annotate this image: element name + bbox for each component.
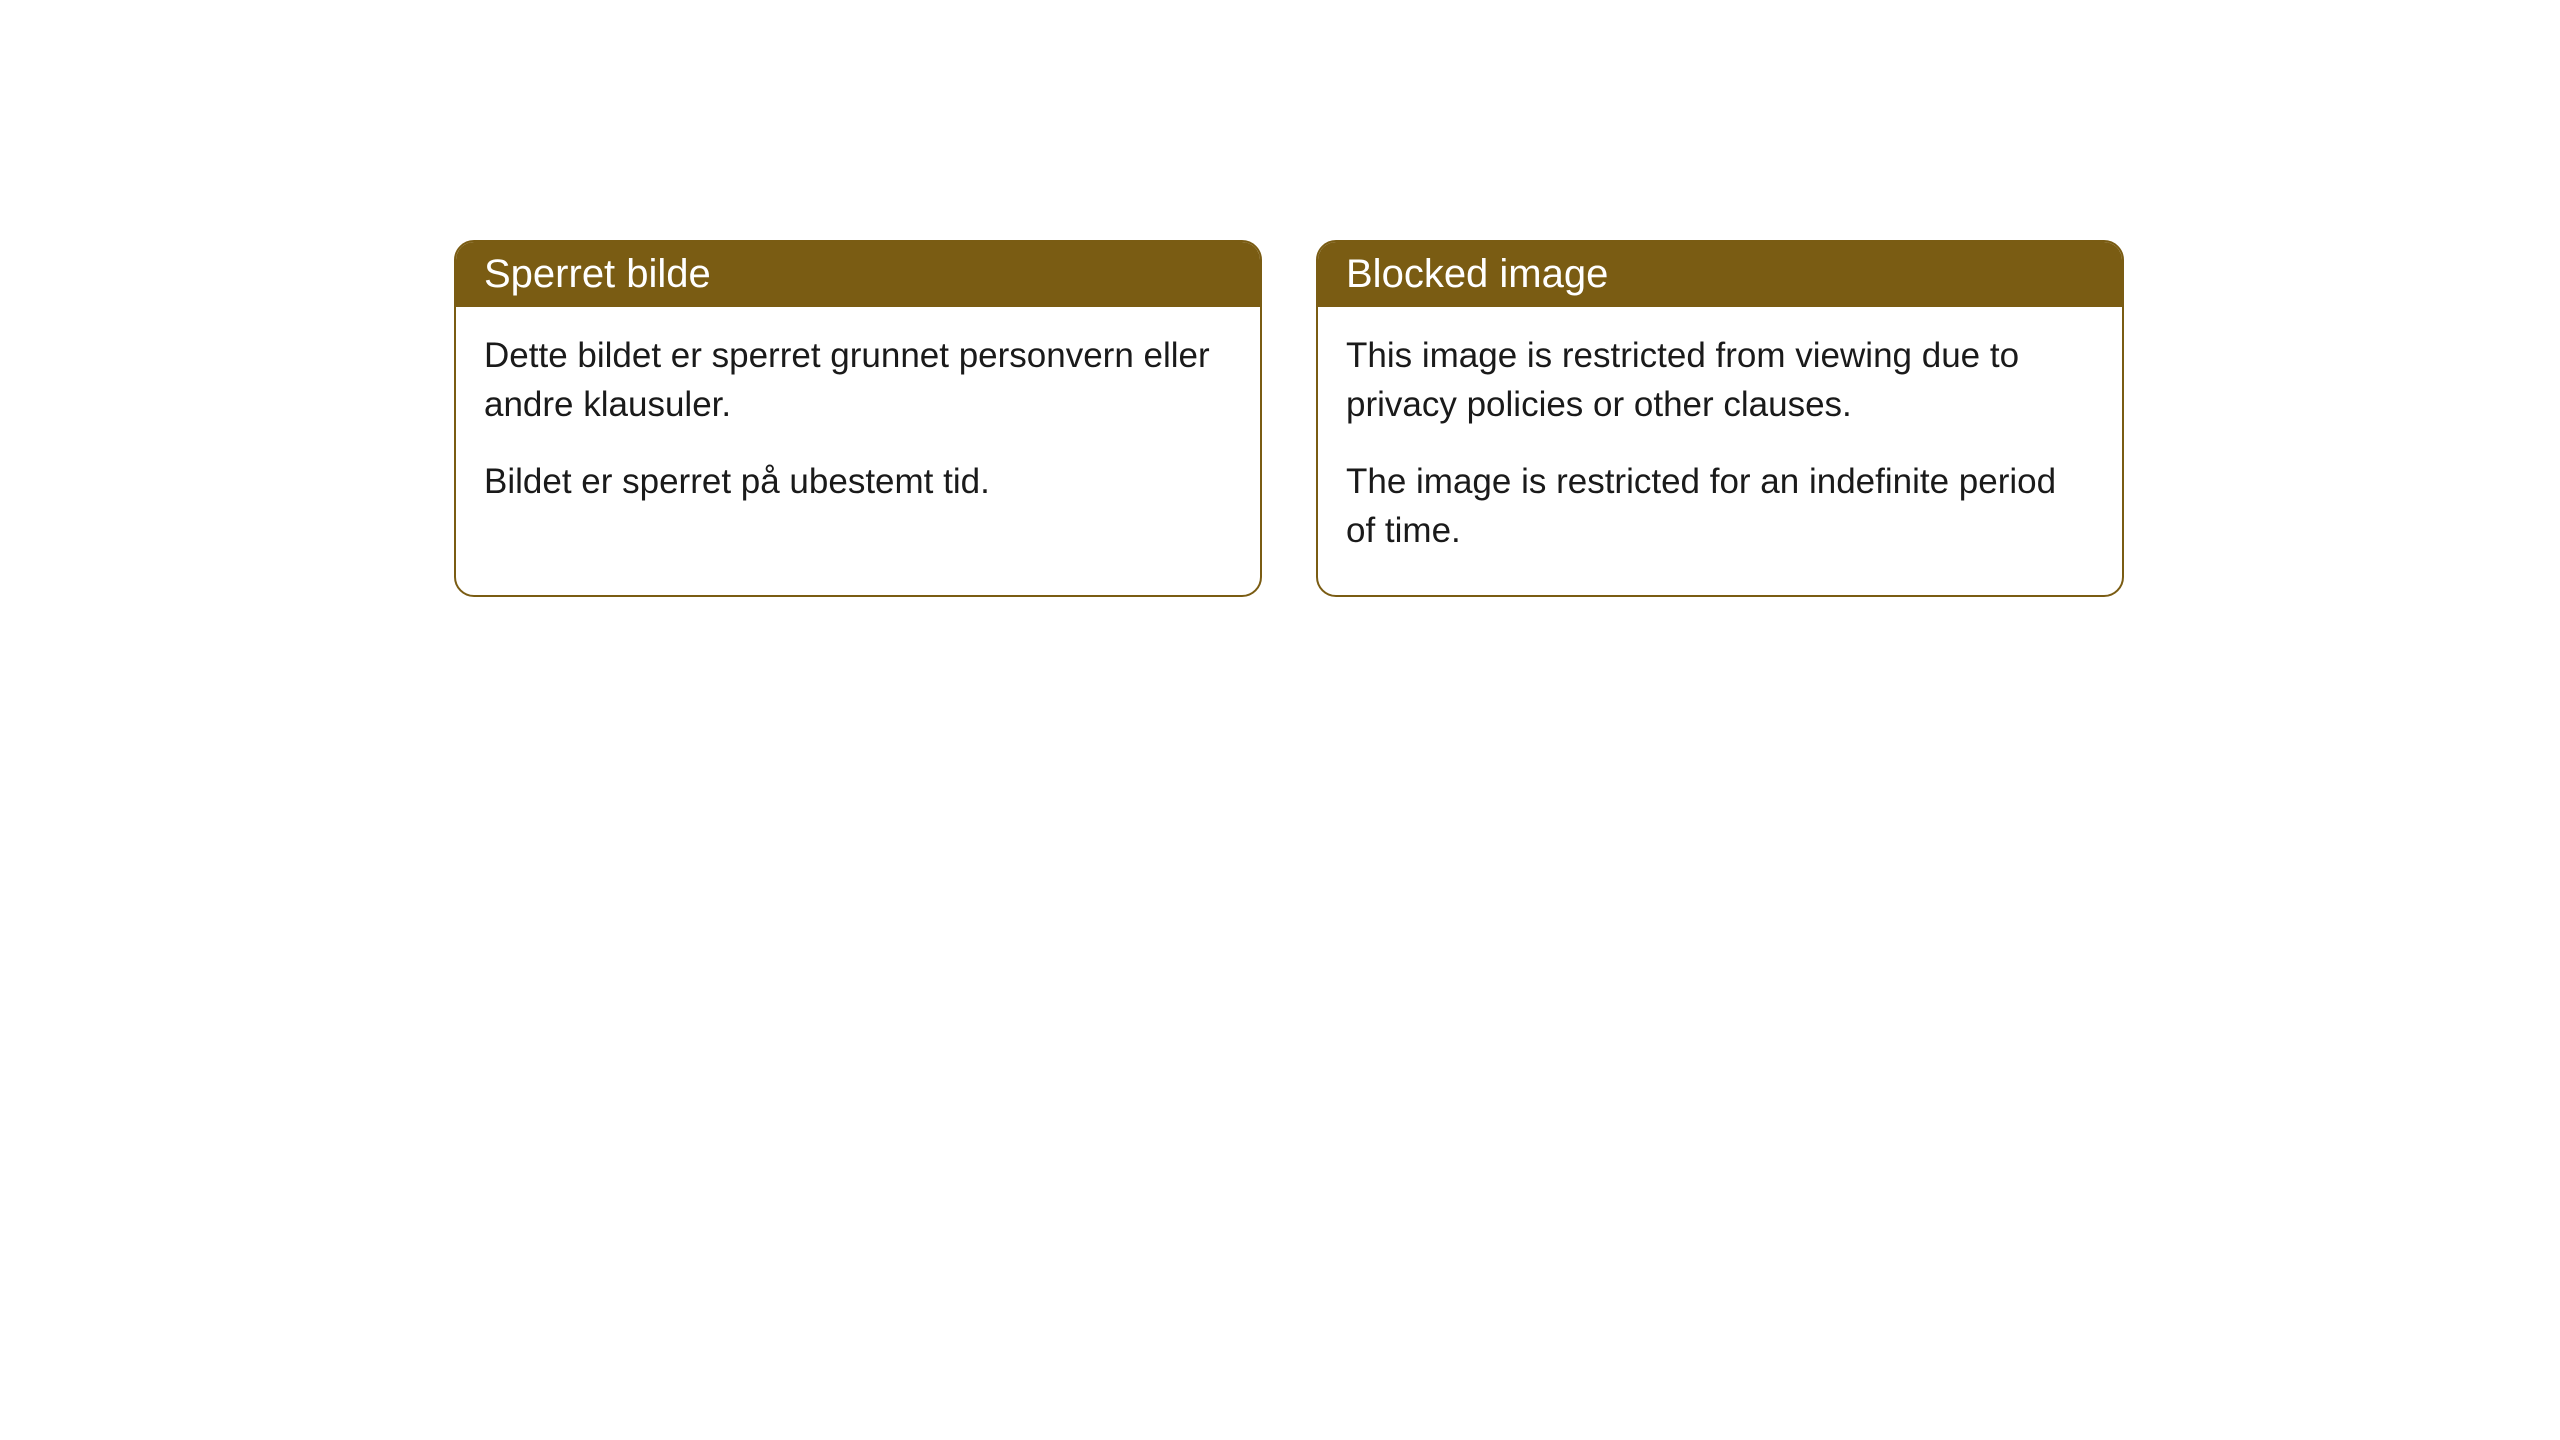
card-norwegian: Sperret bilde Dette bildet er sperret gr… [454, 240, 1262, 597]
card-body: Dette bildet er sperret grunnet personve… [456, 307, 1260, 546]
card-paragraph: Dette bildet er sperret grunnet personve… [484, 331, 1232, 429]
card-paragraph: This image is restricted from viewing du… [1346, 331, 2094, 429]
cards-container: Sperret bilde Dette bildet er sperret gr… [454, 240, 2124, 597]
card-title: Sperret bilde [484, 252, 711, 296]
card-paragraph: The image is restricted for an indefinit… [1346, 457, 2094, 555]
card-header: Blocked image [1318, 242, 2122, 307]
card-body: This image is restricted from viewing du… [1318, 307, 2122, 595]
card-title: Blocked image [1346, 252, 1608, 296]
card-header: Sperret bilde [456, 242, 1260, 307]
card-english: Blocked image This image is restricted f… [1316, 240, 2124, 597]
card-paragraph: Bildet er sperret på ubestemt tid. [484, 457, 1232, 506]
